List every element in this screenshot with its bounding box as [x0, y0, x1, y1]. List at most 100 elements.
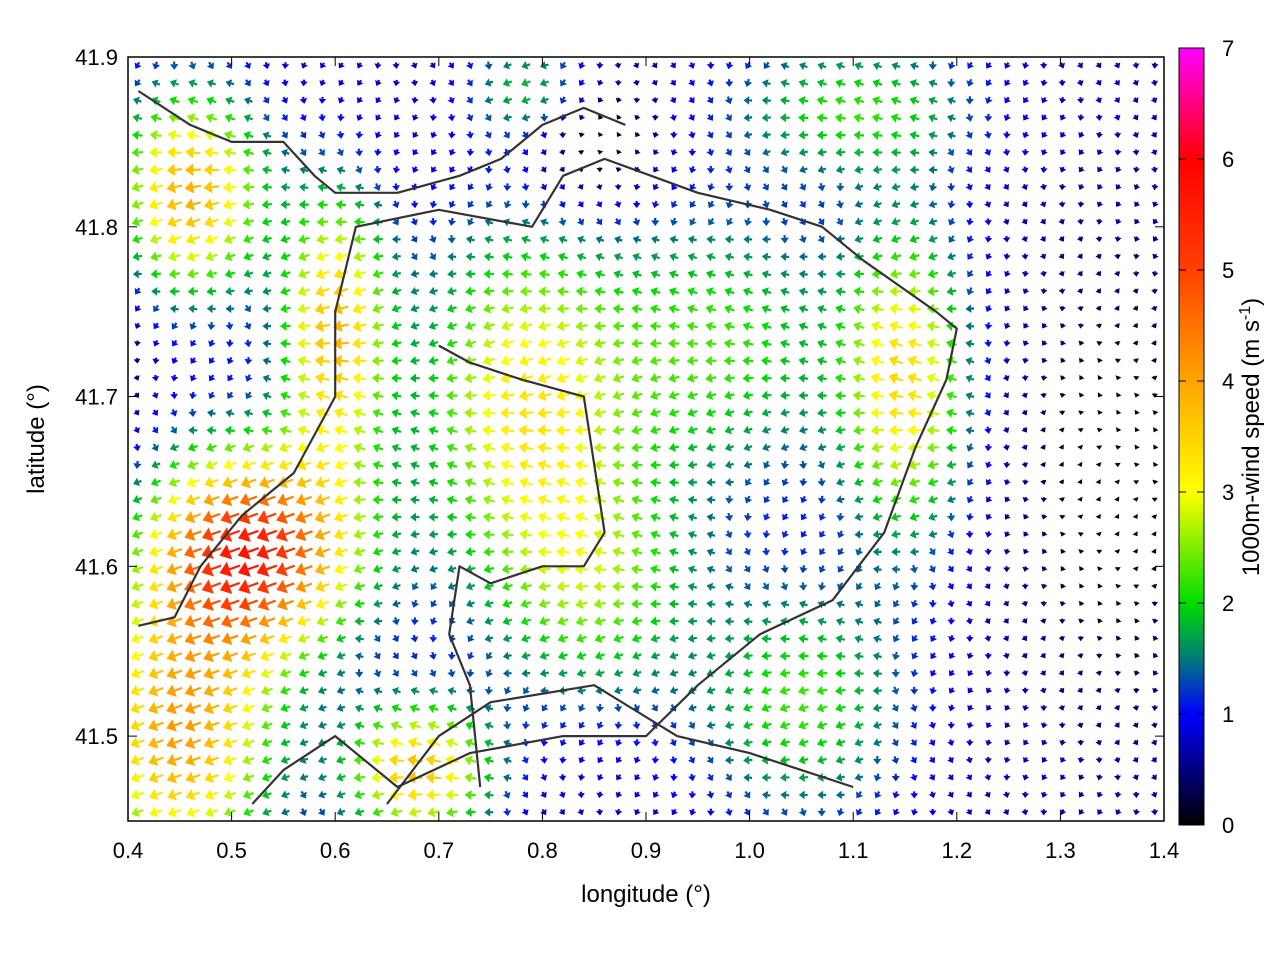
wind-vector [966, 166, 970, 170]
wind-vector [374, 634, 378, 639]
wind-vector-head [318, 98, 327, 104]
wind-vector [134, 409, 138, 413]
wind-vector-head [687, 442, 695, 452]
wind-vector [858, 547, 862, 551]
wind-vector-head [406, 754, 417, 767]
wind-vector [933, 254, 938, 258]
wind-vector [637, 445, 643, 449]
wind-vector-head [201, 579, 214, 594]
wind-vector-head [148, 615, 159, 627]
wind-vector-head [429, 202, 438, 209]
wind-vector-head [799, 443, 807, 452]
wind-vector [841, 722, 846, 727]
wind-vector-head [870, 390, 880, 402]
wind-vector-head [615, 809, 623, 816]
wind-vector [322, 62, 325, 65]
wind-vector-head [724, 442, 732, 452]
wind-vector-head [724, 149, 733, 156]
wind-vector [414, 131, 418, 135]
wind-vector-head [428, 478, 436, 488]
wind-vector [486, 131, 490, 135]
wind-vector-head [261, 737, 270, 748]
wind-vector-head [965, 357, 973, 366]
wind-vector [489, 340, 496, 345]
wind-vector-head [725, 63, 734, 70]
wind-vector [914, 325, 922, 329]
wind-vector-head [372, 477, 380, 488]
wind-vector [322, 236, 329, 241]
wind-vector [784, 495, 788, 500]
wind-vector [526, 63, 531, 67]
wind-vector-head [872, 182, 880, 192]
wind-vector-head [835, 202, 844, 209]
wind-vector [304, 635, 311, 640]
wind-vector-head [1134, 426, 1140, 433]
wind-vector-head [428, 373, 435, 383]
wind-vector-head [1039, 410, 1047, 416]
x-tick-label: 1.1 [838, 838, 869, 863]
wind-vector [174, 634, 183, 640]
wind-vector [896, 254, 902, 258]
wind-vector [152, 443, 157, 447]
wind-vector-head [612, 390, 621, 401]
wind-vector-head [166, 528, 177, 541]
wind-vector [707, 756, 711, 760]
wind-vector-head [835, 252, 843, 261]
wind-vector-head [189, 375, 197, 382]
wind-vector-head [891, 688, 900, 695]
wind-vector-head [856, 583, 864, 591]
wind-vector-head [1059, 114, 1067, 121]
wind-vector [341, 444, 348, 449]
wind-vector [748, 445, 753, 449]
wind-vector-head [221, 493, 233, 507]
wind-vector-head [338, 79, 345, 86]
wind-vector [933, 271, 939, 275]
wind-vector-head [1095, 462, 1102, 468]
wind-vector-head [557, 252, 566, 262]
wind-vector [600, 428, 607, 432]
wind-vector-head [967, 670, 974, 677]
wind-vector [877, 394, 885, 398]
wind-vector [781, 165, 785, 170]
wind-vector [286, 722, 291, 727]
wind-vector-head [891, 165, 898, 175]
wind-vector-head [1021, 167, 1029, 174]
wind-vector [711, 653, 716, 657]
wind-vector-head [374, 63, 382, 69]
wind-vector-head [1022, 63, 1030, 69]
wind-vector-head [482, 460, 492, 471]
wind-vector-head [614, 201, 622, 208]
wind-vector [1043, 114, 1047, 117]
wind-vector-head [855, 548, 864, 556]
wind-vector-head [984, 791, 991, 798]
wind-vector-head [947, 601, 955, 608]
wind-vector-head [262, 374, 270, 383]
wind-vector-head [854, 165, 861, 174]
wind-vector-head [279, 425, 288, 436]
wind-vector-head [780, 408, 788, 418]
wind-vector-head [615, 756, 623, 764]
wind-vector [637, 392, 643, 397]
wind-vector [267, 253, 272, 258]
wind-vector [930, 721, 934, 725]
wind-vector [562, 721, 566, 725]
wind-vector-head [316, 233, 325, 245]
wind-vector-head [761, 304, 770, 314]
wind-vector-head [706, 530, 714, 540]
wind-vector-head [482, 512, 491, 523]
wind-vector-head [947, 740, 955, 747]
wind-vector-head [148, 771, 159, 784]
wind-vector-head [555, 424, 564, 437]
wind-vector-head [614, 723, 623, 730]
wind-vector-head [742, 287, 751, 297]
wind-vector-head [446, 721, 455, 731]
wind-vector-head [1003, 549, 1011, 555]
wind-vector-head [1041, 340, 1048, 346]
wind-vector-head [651, 686, 658, 695]
wind-vector [451, 634, 455, 638]
wind-vector [174, 548, 183, 553]
wind-vector [526, 375, 533, 380]
wind-vector [1115, 722, 1118, 725]
wind-vector [397, 549, 402, 553]
wind-vector [303, 513, 313, 519]
